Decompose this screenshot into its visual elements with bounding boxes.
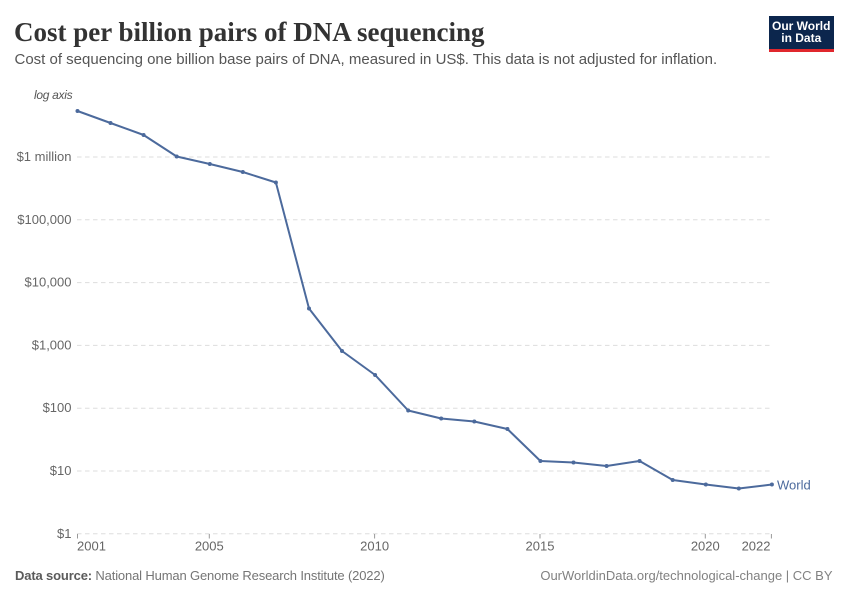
- svg-text:$10,000: $10,000: [25, 275, 72, 290]
- svg-text:2001: 2001: [77, 539, 106, 554]
- svg-text:log axis: log axis: [34, 88, 73, 102]
- svg-text:2010: 2010: [360, 539, 389, 554]
- svg-text:2005: 2005: [195, 539, 224, 554]
- svg-text:$100,000: $100,000: [17, 212, 71, 227]
- svg-text:World: World: [777, 478, 811, 493]
- svg-text:$1: $1: [57, 526, 71, 541]
- svg-text:2015: 2015: [526, 539, 555, 554]
- svg-text:$1,000: $1,000: [32, 337, 72, 352]
- svg-text:$10: $10: [50, 463, 72, 478]
- svg-text:2022: 2022: [742, 539, 771, 554]
- svg-text:2020: 2020: [691, 539, 720, 554]
- svg-text:$1 million: $1 million: [17, 149, 72, 164]
- svg-text:$100: $100: [43, 400, 72, 415]
